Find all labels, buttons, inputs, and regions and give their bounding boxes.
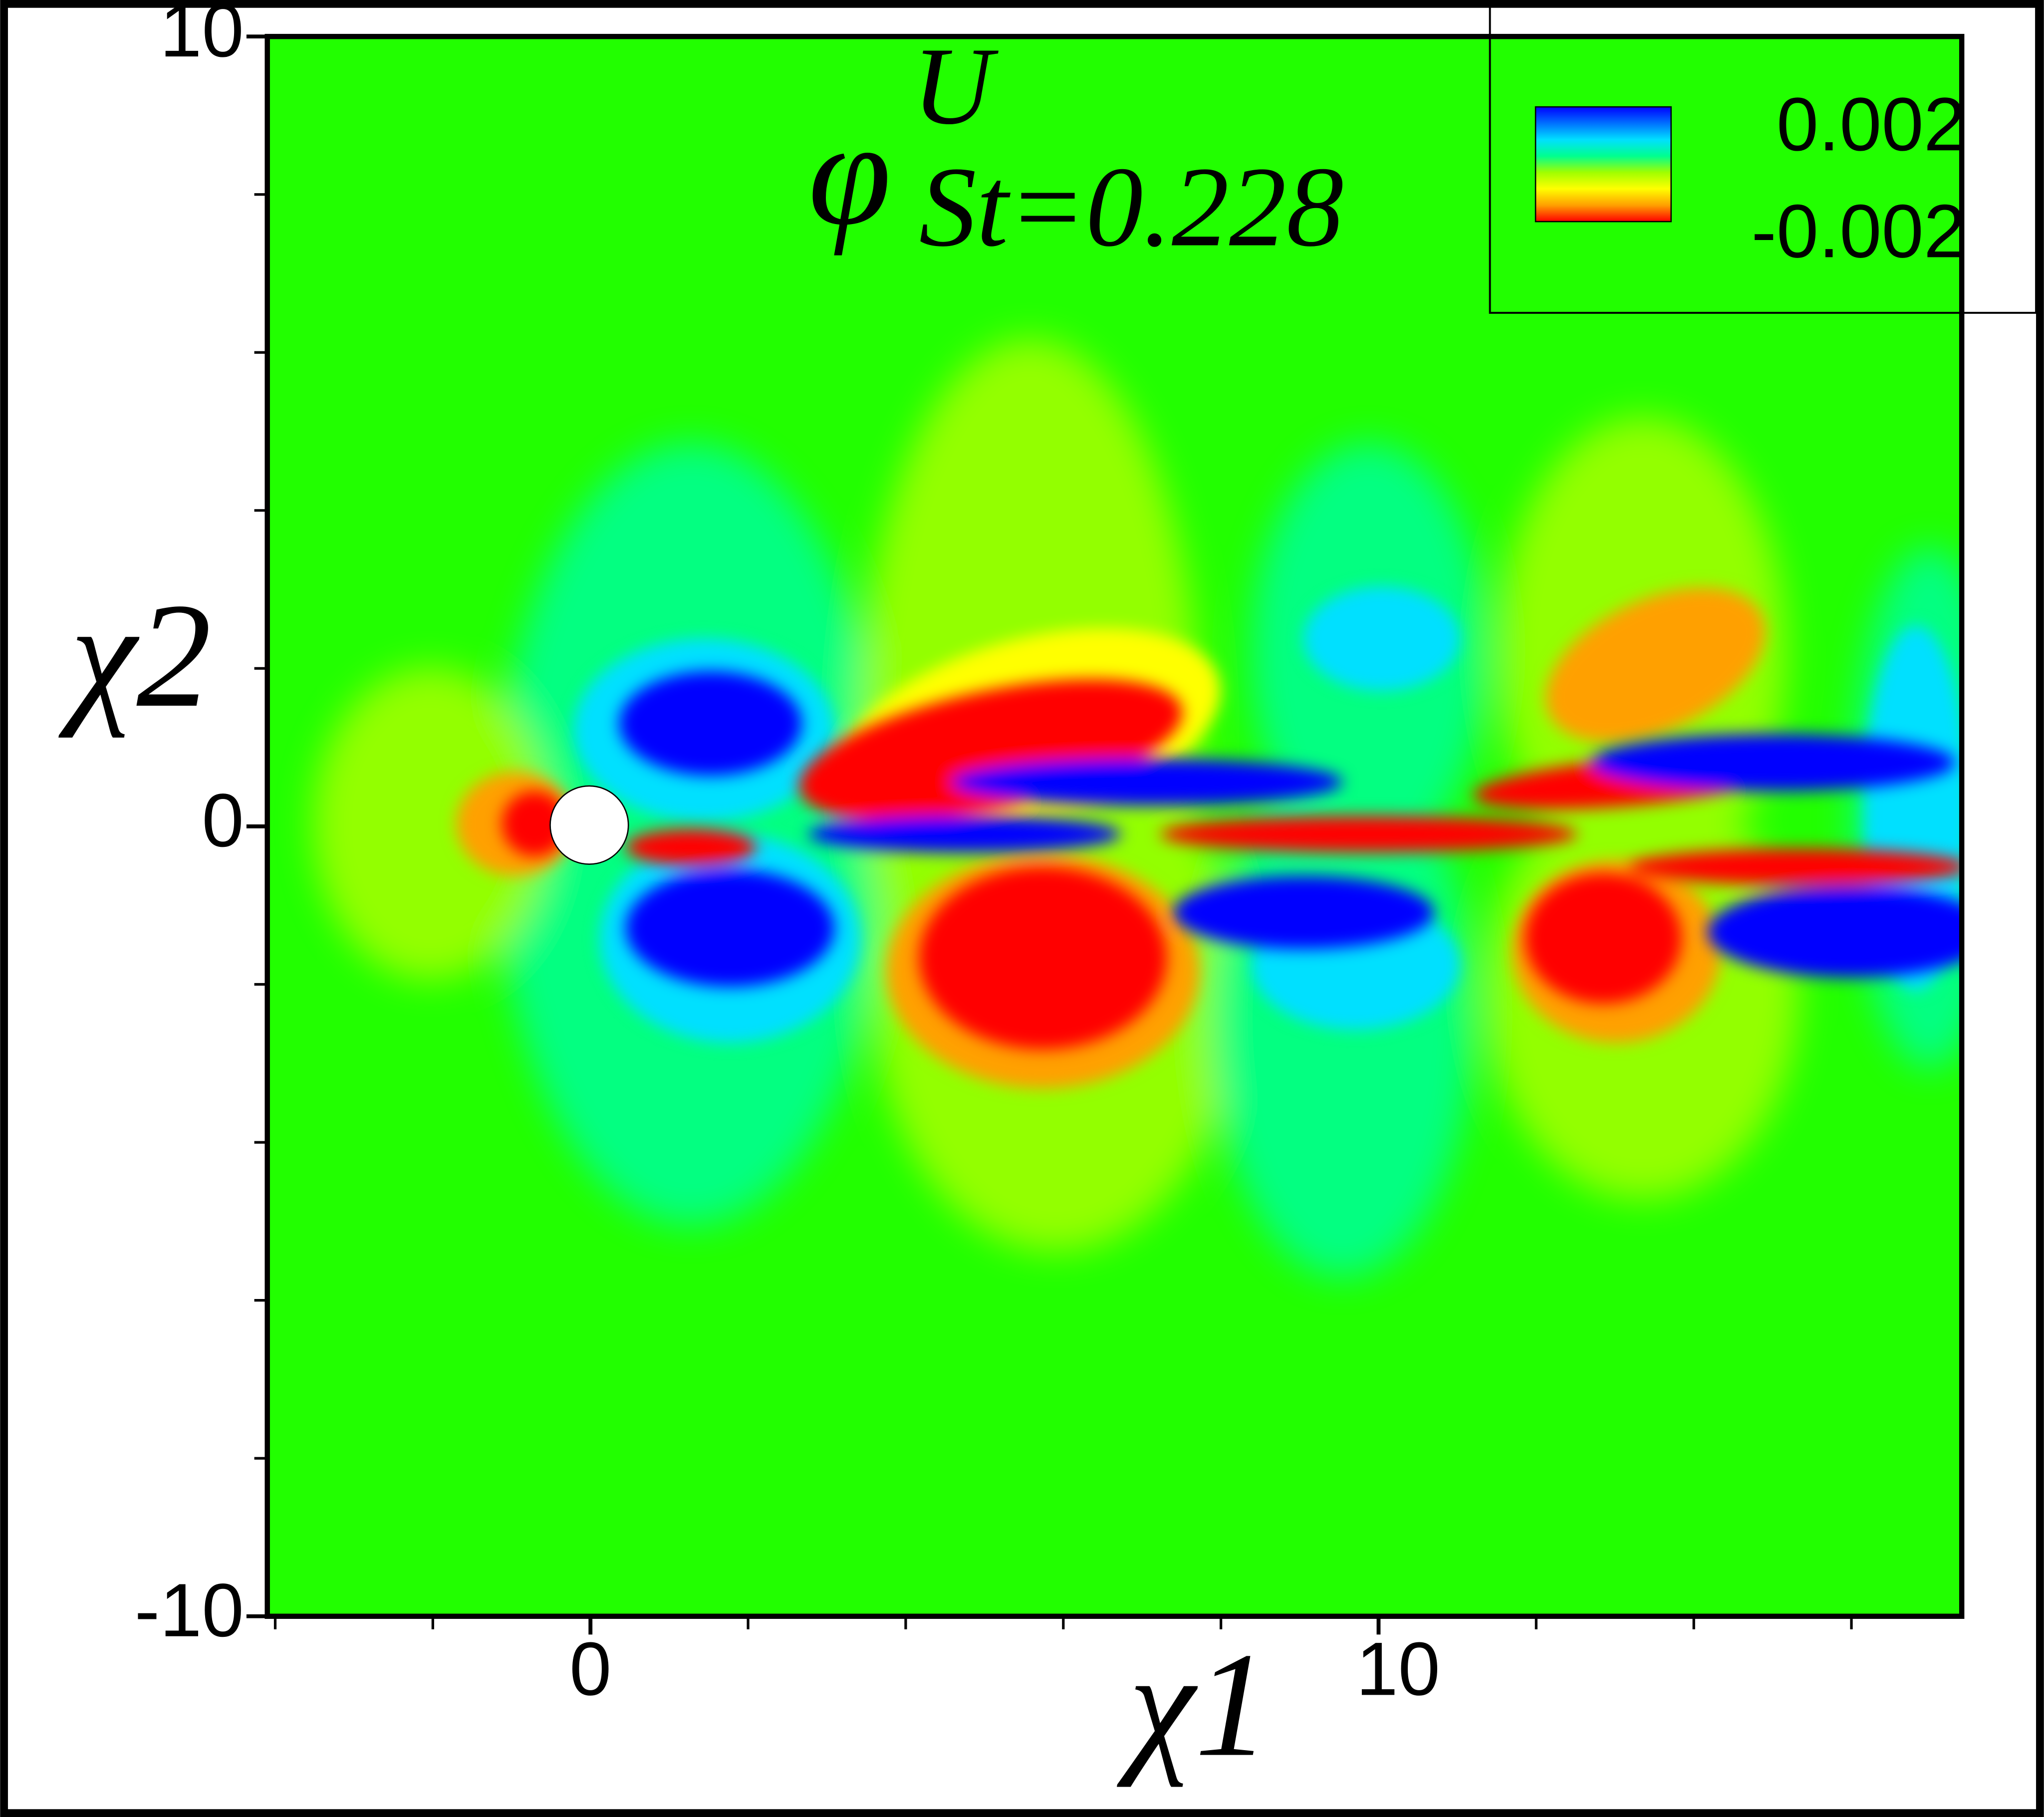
title-subscript: St=0.228: [919, 143, 1344, 270]
title-base: φ: [808, 90, 891, 257]
y-axis-label: χ2: [56, 572, 211, 739]
colorbar-max-label: 0.002: [1777, 82, 1966, 167]
x-tick-label: 10: [1356, 1627, 1440, 1711]
cylinder: [549, 785, 629, 865]
colorbar-min-label: -0.002: [1751, 189, 1966, 273]
y-tick-label: -10: [135, 1568, 244, 1653]
title-superscript: U: [913, 25, 999, 148]
field: [267, 36, 1962, 1616]
y-tick-label: 10: [160, 0, 244, 73]
colorbar: [1534, 106, 1672, 223]
legend-box: [1489, 5, 2038, 314]
x-tick-label: 0: [569, 1627, 611, 1711]
y-tick-label: 0: [202, 779, 244, 863]
x-axis-label: χ1: [1115, 1621, 1270, 1788]
